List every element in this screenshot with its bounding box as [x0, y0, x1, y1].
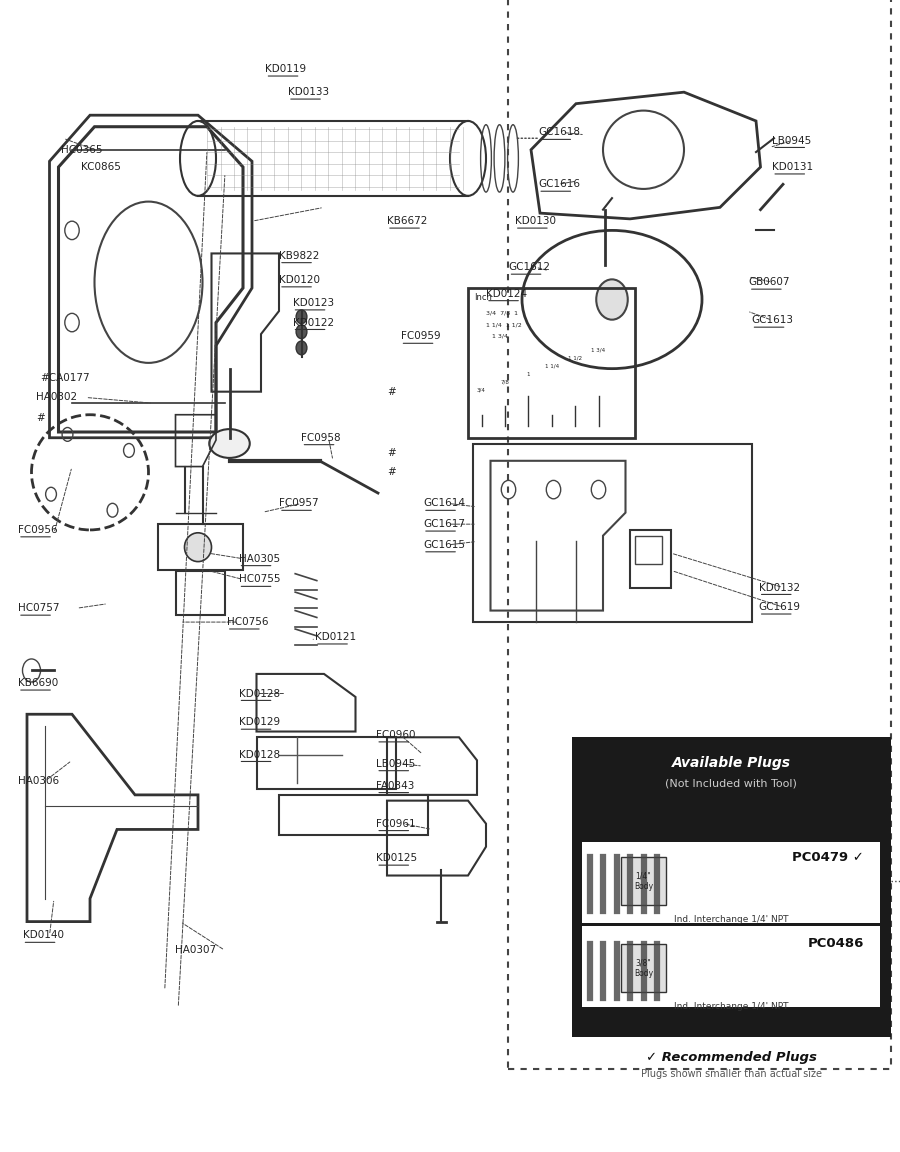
- Text: KD0124: KD0124: [486, 289, 527, 298]
- Text: Plugs shown smaller than actual size: Plugs shown smaller than actual size: [641, 1069, 822, 1078]
- Text: FC0961: FC0961: [376, 819, 416, 828]
- Text: 3/8"
Body: 3/8" Body: [634, 958, 653, 978]
- Text: GC1618: GC1618: [538, 128, 580, 137]
- Text: HC0365: HC0365: [61, 145, 103, 154]
- Text: KD0123: KD0123: [292, 298, 334, 308]
- Text: 3/4  7/8  1: 3/4 7/8 1: [486, 311, 518, 316]
- Ellipse shape: [596, 280, 628, 319]
- Text: 1 1/4  1 1/2: 1 1/4 1 1/2: [486, 323, 522, 327]
- Ellipse shape: [184, 532, 212, 561]
- Text: GC1619: GC1619: [759, 602, 801, 612]
- Bar: [176, 571, 225, 615]
- Text: GC1616: GC1616: [538, 180, 580, 189]
- Bar: [468, 288, 634, 438]
- Text: #: #: [387, 468, 396, 477]
- Text: PC0479 ✓: PC0479 ✓: [792, 850, 864, 864]
- Text: Ind. Interchange 1/4' NPT: Ind. Interchange 1/4' NPT: [674, 1002, 788, 1011]
- Text: HC0756: HC0756: [227, 617, 268, 627]
- Text: 1 1/4: 1 1/4: [544, 364, 559, 369]
- Text: Available Plugs: Available Plugs: [671, 756, 791, 770]
- Text: FC0957: FC0957: [279, 499, 319, 508]
- Text: 1 3/4: 1 3/4: [486, 334, 508, 339]
- Text: 1: 1: [526, 372, 530, 377]
- Text: KB6690: KB6690: [18, 679, 58, 688]
- Text: GC1614: GC1614: [423, 499, 465, 508]
- Text: KB6672: KB6672: [387, 217, 428, 226]
- Text: KB9822: KB9822: [279, 251, 320, 260]
- Text: GB0607: GB0607: [749, 278, 790, 287]
- Text: GC1615: GC1615: [423, 540, 465, 550]
- Bar: [582, 842, 880, 923]
- Bar: [634, 536, 662, 564]
- Text: #: #: [36, 414, 45, 423]
- Text: KD0130: KD0130: [515, 217, 556, 226]
- Text: HA0307: HA0307: [176, 946, 217, 955]
- Text: KD0125: KD0125: [376, 854, 418, 863]
- Text: Inch: Inch: [474, 293, 492, 302]
- Text: KD0132: KD0132: [759, 583, 800, 592]
- Text: 1 3/4: 1 3/4: [591, 348, 606, 353]
- Bar: [472, 444, 752, 622]
- Text: HA0305: HA0305: [238, 554, 280, 563]
- Text: 3/4: 3/4: [477, 388, 486, 393]
- Text: GC1617: GC1617: [423, 520, 465, 529]
- Text: KC0865: KC0865: [81, 162, 121, 172]
- Text: GC1613: GC1613: [752, 316, 794, 325]
- Bar: [621, 943, 666, 992]
- Text: Ind. Interchange 1/4' NPT: Ind. Interchange 1/4' NPT: [674, 916, 788, 925]
- Circle shape: [296, 310, 307, 324]
- Text: (Not Included with Tool): (Not Included with Tool): [665, 779, 797, 788]
- Text: LB0945: LB0945: [772, 136, 812, 145]
- Text: KD0128: KD0128: [238, 689, 280, 698]
- Text: HC0755: HC0755: [238, 575, 280, 584]
- Text: FC0960: FC0960: [376, 730, 416, 740]
- Text: KD0119: KD0119: [266, 65, 307, 74]
- Bar: [582, 926, 880, 1007]
- Text: LB0945: LB0945: [376, 759, 416, 768]
- Text: 1/4"
Body: 1/4" Body: [634, 871, 653, 890]
- Text: KD0121: KD0121: [315, 632, 356, 642]
- Text: KD0133: KD0133: [288, 88, 329, 97]
- Bar: [630, 530, 670, 588]
- Text: KD0128: KD0128: [238, 750, 280, 759]
- Text: KD0131: KD0131: [772, 162, 814, 172]
- Text: FC0958: FC0958: [302, 433, 341, 442]
- Text: KD0129: KD0129: [238, 718, 280, 727]
- Text: KD0122: KD0122: [292, 318, 334, 327]
- Text: GC1612: GC1612: [508, 263, 551, 272]
- Text: HC0757: HC0757: [18, 604, 59, 613]
- Ellipse shape: [209, 429, 250, 457]
- Circle shape: [296, 341, 307, 355]
- Text: HA0302: HA0302: [36, 393, 77, 402]
- Text: KD0140: KD0140: [22, 931, 64, 940]
- Text: HA0306: HA0306: [18, 776, 59, 786]
- Text: FA0343: FA0343: [376, 781, 415, 790]
- Text: #: #: [387, 448, 396, 457]
- FancyBboxPatch shape: [572, 737, 891, 1037]
- Text: #CA0177: #CA0177: [40, 373, 90, 382]
- Text: 7/8: 7/8: [500, 380, 509, 385]
- Text: KD0120: KD0120: [279, 275, 320, 285]
- Circle shape: [296, 325, 307, 339]
- Text: ✓ Recommended Plugs: ✓ Recommended Plugs: [646, 1051, 816, 1064]
- Text: PC0486: PC0486: [807, 938, 864, 950]
- Text: 1 1/2: 1 1/2: [568, 356, 582, 361]
- Text: #: #: [387, 387, 396, 396]
- Bar: [621, 857, 666, 905]
- Text: FC0956: FC0956: [18, 525, 58, 535]
- Text: FC0959: FC0959: [400, 332, 440, 341]
